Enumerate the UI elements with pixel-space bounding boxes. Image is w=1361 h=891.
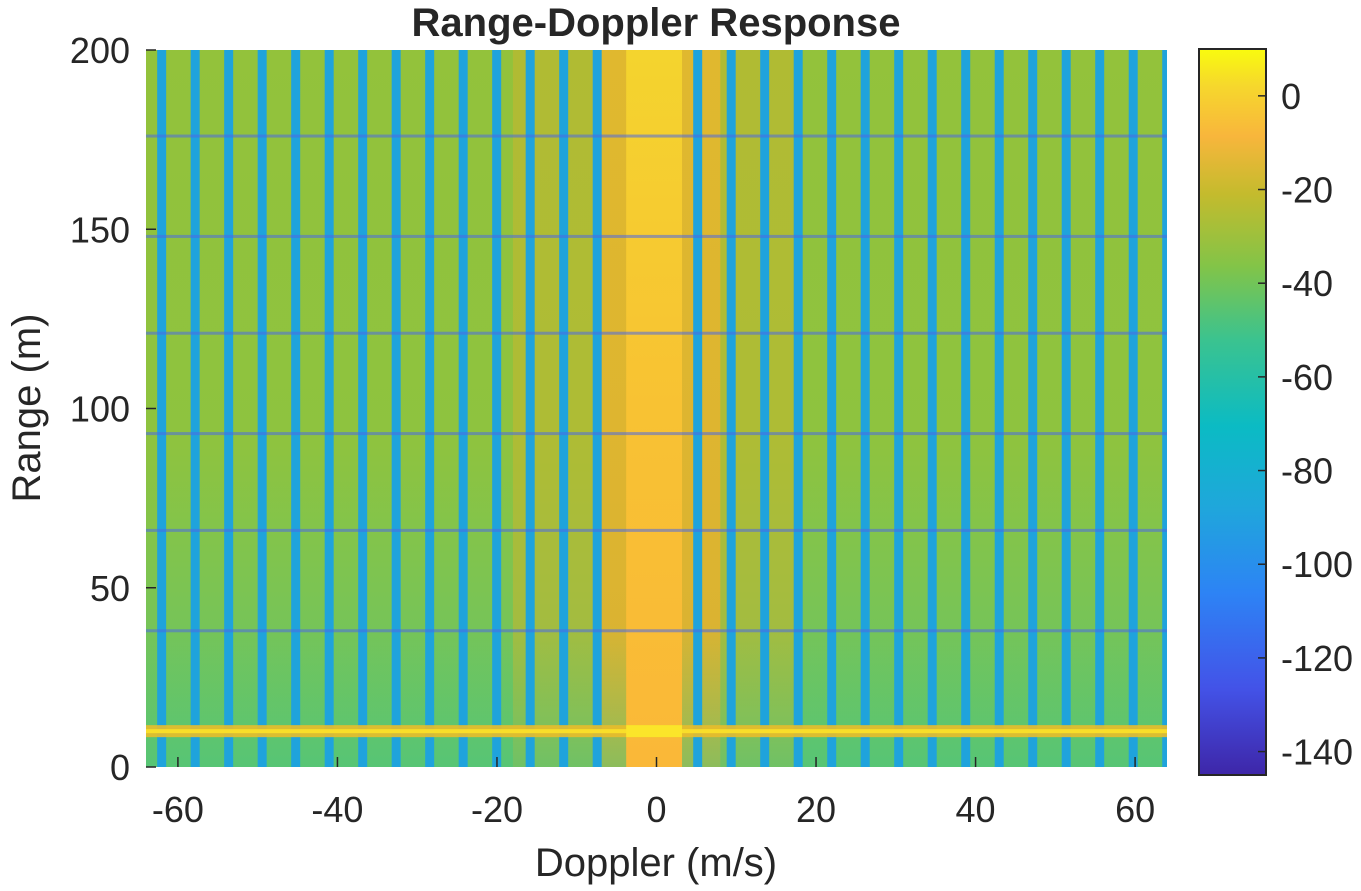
x-axis: -60 -40 -20 0 20 40 60 bbox=[152, 757, 1155, 830]
range-null-line bbox=[146, 234, 1167, 238]
colorbar-tick-label: -40 bbox=[1281, 263, 1333, 304]
heatmap-stripe bbox=[190, 50, 200, 767]
heatmap-stripe bbox=[827, 50, 837, 767]
x-axis-label: Doppler (m/s) bbox=[535, 841, 777, 885]
heatmap-stripe bbox=[860, 50, 870, 767]
colorbar-tick-label: -60 bbox=[1281, 357, 1333, 398]
heatmap-stripe bbox=[793, 50, 803, 767]
y-tick-label: 0 bbox=[110, 747, 130, 788]
range-null-line bbox=[146, 331, 1167, 335]
heatmap-stripe bbox=[1162, 50, 1167, 767]
y-tick-label: 200 bbox=[70, 30, 130, 71]
y-axis: 0 50 100 150 200 bbox=[70, 30, 156, 788]
range-null-line bbox=[146, 134, 1167, 138]
heatmap-stripe bbox=[961, 50, 971, 767]
colorbar-tick-label: -120 bbox=[1281, 638, 1353, 679]
heatmap-stripe bbox=[693, 50, 703, 767]
colorbar-tick-label: 0 bbox=[1281, 76, 1301, 117]
heatmap-stripe bbox=[324, 50, 334, 767]
x-tick-label: -20 bbox=[471, 789, 523, 830]
y-axis-label: Range (m) bbox=[5, 314, 49, 503]
strong-range-peak bbox=[626, 725, 683, 738]
range-null-line bbox=[146, 629, 1167, 633]
x-tick-label: -60 bbox=[152, 789, 204, 830]
colorbar-tick-label: -100 bbox=[1281, 544, 1353, 585]
heatmap-stripe bbox=[224, 50, 234, 767]
heatmap-stripe bbox=[425, 50, 435, 767]
x-tick-label: -40 bbox=[311, 789, 363, 830]
heatmap-stripe bbox=[257, 50, 267, 767]
colorbar-tick-label: -140 bbox=[1281, 732, 1353, 773]
x-tick-label: 0 bbox=[646, 789, 666, 830]
heatmap-stripe bbox=[525, 50, 535, 767]
heatmap-stripe bbox=[157, 50, 167, 767]
y-tick-label: 150 bbox=[70, 209, 130, 250]
range-null-line bbox=[146, 528, 1167, 532]
heatmap-stripe bbox=[291, 50, 301, 767]
colorbar-tick-label: -20 bbox=[1281, 170, 1333, 211]
heatmap-stripe bbox=[492, 50, 502, 767]
chart-title: Range-Doppler Response bbox=[412, 1, 901, 45]
y-tick-label: 100 bbox=[70, 389, 130, 430]
x-tick-label: 60 bbox=[1115, 789, 1155, 830]
colorbar-tick-label: -80 bbox=[1281, 451, 1333, 492]
colorbar bbox=[1198, 48, 1267, 776]
heatmap-stripe bbox=[1028, 50, 1038, 767]
heatmap-stripe bbox=[1128, 50, 1138, 767]
y-tick-label: 50 bbox=[90, 568, 130, 609]
heatmap-stripe bbox=[894, 50, 904, 767]
heatmap-stripe bbox=[592, 50, 602, 767]
heatmap-stripe bbox=[458, 50, 468, 767]
heatmap-stripe bbox=[726, 50, 736, 767]
heatmap-stripe bbox=[1061, 50, 1071, 767]
x-tick-label: 40 bbox=[956, 789, 996, 830]
heatmap-stripe bbox=[927, 50, 937, 767]
heatmap-stripe bbox=[391, 50, 401, 767]
colorbar-ticks: 0 -20 -40 -60 -80 -100 -120 -140 bbox=[1258, 76, 1353, 773]
heatmap-stripe bbox=[358, 50, 368, 767]
heatmap-image bbox=[146, 50, 1167, 767]
zero-doppler-column bbox=[626, 50, 683, 767]
heatmap-stripe bbox=[760, 50, 770, 767]
heatmap-stripe bbox=[994, 50, 1004, 767]
range-null-line bbox=[146, 432, 1167, 436]
x-tick-label: 20 bbox=[796, 789, 836, 830]
heatmap-stripe bbox=[1095, 50, 1105, 767]
heatmap-stripe bbox=[559, 50, 569, 767]
